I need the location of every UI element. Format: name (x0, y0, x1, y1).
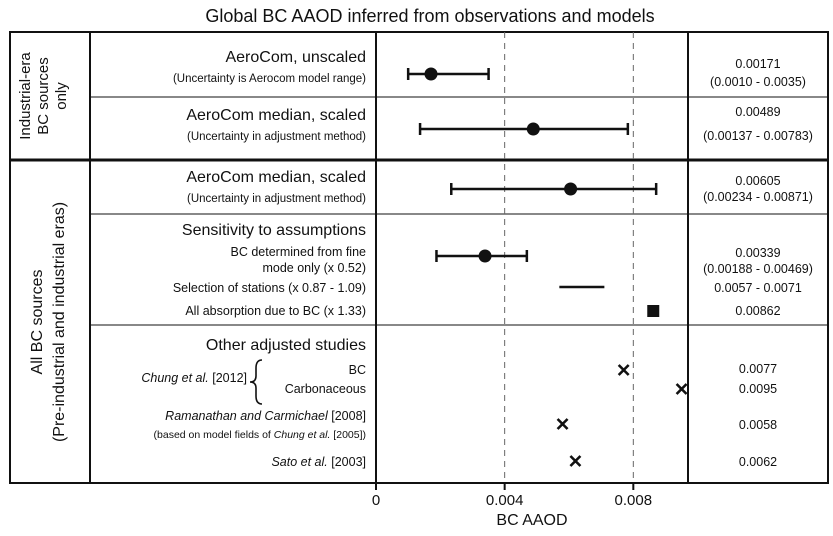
group-label-industrial-line1: Industrial-era (17, 52, 34, 140)
row-label-aerocom-unscaled: AeroCom, unscaled (225, 49, 366, 66)
group-label-industrial: Industrial-era BC sources only (17, 52, 70, 140)
row-label-sato: Sato et al. [2003] (271, 455, 366, 469)
row-label-chung-bc: BC (349, 363, 366, 377)
point-x-9 (569, 455, 582, 467)
point-circle-3 (478, 249, 492, 263)
row-label-chung: Chung et al. [2012] (141, 371, 247, 385)
data-marks (406, 67, 688, 467)
point-circle-1 (526, 122, 540, 136)
value-chung-bc: 0.0077 (739, 362, 777, 376)
row-sublabel-fine-mode: mode only (x 0.52) (262, 261, 366, 275)
value-aerocom-scaled-ind: 0.00489 (735, 105, 780, 119)
x-axis-label: BC AAOD (496, 512, 567, 529)
point-circle-2 (564, 182, 578, 196)
row-label-stations: Selection of stations (x 0.87 - 1.09) (173, 281, 366, 295)
value-aerocom-unscaled: 0.00171 (735, 57, 780, 71)
group-label-all-line2: (Pre-industrial and industrial eras) (51, 202, 68, 442)
value-stations: 0.0057 - 0.0071 (714, 281, 802, 295)
range-aerocom-scaled-all: (0.00234 - 0.00871) (703, 190, 813, 204)
group-label-all-line1: All BC sources (29, 270, 46, 375)
row-label-fine-mode: BC determined from fine (231, 245, 367, 259)
row-sublabel-ramanathan-post: [2005]) (330, 429, 366, 441)
row-label-aerocom-scaled-ind: AeroCom median, scaled (186, 107, 366, 124)
value-chung-carbonaceous: 0.0095 (739, 382, 777, 396)
value-ramanathan: 0.0058 (739, 418, 777, 432)
row-label-sato-italic: Sato et al. (271, 455, 327, 469)
range-aerocom-scaled-ind: (0.00137 - 0.00783) (703, 129, 813, 143)
x-tick-label-2: 0.008 (615, 492, 653, 509)
group-label-industrial-line2: BC sources (35, 57, 52, 135)
row-label-chung-italic: Chung et al. (141, 371, 208, 385)
row-label-all-absorption: All absorption due to BC (x 1.33) (185, 304, 366, 318)
value-sato: 0.0062 (739, 455, 777, 469)
x-tick-label-1: 0.004 (486, 492, 524, 509)
range-fine-mode: (0.00188 - 0.00469) (703, 262, 813, 276)
row-label-chung-rest: [2012] (209, 371, 247, 385)
value-all-absorption: 0.00862 (735, 304, 780, 318)
row-sublabel-ramanathan-italic: Chung et al. (274, 429, 331, 441)
point-x-8 (556, 418, 569, 430)
section-title-sensitivity: Sensitivity to assumptions (182, 222, 366, 239)
row-sublabel-aerocom-unscaled: (Uncertainty is Aerocom model range) (173, 73, 366, 85)
group-label-all: All BC sources (Pre-industrial and indus… (29, 202, 68, 442)
row-sublabel-aerocom-scaled-ind: (Uncertainty in adjustment method) (187, 131, 366, 143)
row-label-chung-carbonaceous: Carbonaceous (285, 382, 366, 396)
table-frame (9, 31, 829, 484)
point-x-6 (617, 364, 630, 376)
x-axis: 0 0.004 0.008 (372, 483, 652, 509)
point-square-5 (647, 305, 660, 317)
row-sublabel-ramanathan: (based on model fields of Chung et al. [… (154, 429, 366, 441)
chung-brace (249, 359, 263, 405)
row-label-ramanathan-rest: [2008] (328, 409, 366, 423)
point-x-7 (675, 383, 688, 395)
row-label-ramanathan-italic: Ramanathan and Carmichael (165, 409, 329, 423)
outer-border (9, 31, 829, 484)
x-tick-label-0: 0 (372, 492, 380, 509)
section-title-other-studies: Other adjusted studies (206, 337, 366, 354)
value-aerocom-scaled-all: 0.00605 (735, 174, 780, 188)
group-label-industrial-line3: only (53, 82, 70, 110)
point-circle-0 (424, 67, 438, 81)
chart-title: Global BC AAOD inferred from observation… (205, 6, 654, 26)
row-labels: AeroCom, unscaled (Uncertainty is Aeroco… (141, 49, 366, 469)
value-column: 0.00171 (0.0010 - 0.0035) 0.00489 (0.001… (703, 57, 813, 469)
row-label-sato-rest: [2003] (328, 455, 366, 469)
row-sublabel-ramanathan-pre: (based on model fields of (154, 429, 274, 441)
range-aerocom-unscaled: (0.0010 - 0.0035) (710, 75, 806, 89)
row-label-aerocom-scaled-all: AeroCom median, scaled (186, 169, 366, 186)
row-sublabel-aerocom-scaled-all: (Uncertainty in adjustment method) (187, 193, 366, 205)
value-fine-mode: 0.00339 (735, 246, 780, 260)
row-label-ramanathan: Ramanathan and Carmichael [2008] (165, 409, 366, 423)
